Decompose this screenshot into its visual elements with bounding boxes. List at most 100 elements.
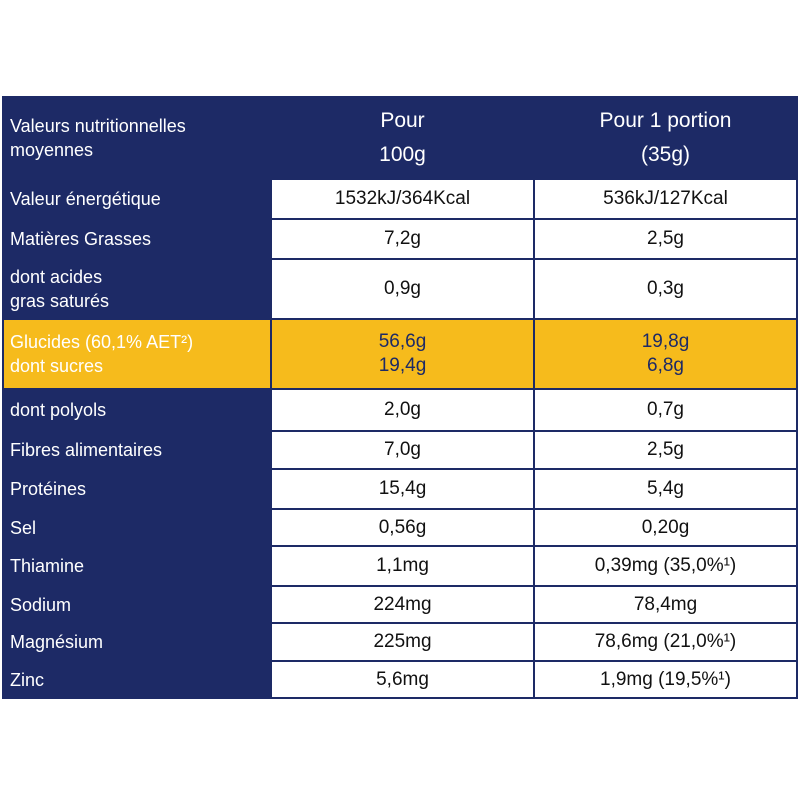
- row-label-cell: Sel: [2, 508, 272, 547]
- cell-text: 15,4g: [378, 478, 427, 499]
- table-row: Glucides (60,1% AET²) dont sucres 56,6g 19,…: [2, 318, 798, 390]
- table-row: dont acides gras saturés 0,9g 0,3g: [2, 258, 798, 320]
- cell-text: 5,4g: [647, 478, 684, 499]
- cell-text: 2,0g: [384, 399, 421, 420]
- value-cell: 0,7g: [533, 388, 798, 432]
- cell-text: 56,6g: [378, 331, 427, 352]
- cell-text: Thiamine: [10, 556, 85, 576]
- row-label-cell: Valeur énergétique: [2, 178, 272, 220]
- cell-text: dont sucres: [10, 356, 104, 376]
- cell-text: 6,8g: [647, 355, 684, 376]
- cell-text: 224mg: [373, 593, 432, 615]
- value-cell: 78,6mg (21,0%¹): [533, 622, 798, 662]
- cell-text: moyennes: [10, 140, 94, 160]
- table-row: Valeurs nutritionnelles moyennes Pour 100g P…: [2, 96, 798, 180]
- row-label-cell: Thiamine: [2, 545, 272, 587]
- table-row: Magnésium 225mg 78,6mg (21,0%¹): [2, 622, 798, 662]
- cell-text: dont acides: [10, 267, 103, 287]
- cell-text: (35g): [640, 143, 691, 166]
- cell-text: Sel: [10, 517, 37, 538]
- table-row: Protéines 15,4g 5,4g: [2, 468, 798, 510]
- cell-text: 0,9g: [384, 278, 421, 299]
- cell-text: Fibres alimentaires: [10, 440, 163, 460]
- row-label-cell: Matières Grasses: [2, 218, 272, 260]
- value-cell: 5,4g: [533, 468, 798, 510]
- nutrition-table-wrap: Valeurs nutritionnelles moyennes Pour 100g P…: [2, 96, 798, 699]
- cell-text: 2,5g: [647, 228, 684, 249]
- value-cell: 2,5g: [533, 218, 798, 260]
- cell-text: 19,8g: [641, 331, 690, 352]
- value-cell: 2,0g: [270, 388, 535, 432]
- cell-text: 0,39mg (35,0%¹): [594, 555, 737, 576]
- cell-text: Zinc: [10, 669, 45, 690]
- row-label-cell: Glucides (60,1% AET²) dont sucres: [2, 318, 272, 390]
- value-cell: 19,8g 6,8g: [533, 318, 798, 390]
- table-row: dont polyols 2,0g 0,7g: [2, 388, 798, 432]
- row-label-cell: Fibres alimentaires: [2, 430, 272, 470]
- cell-text: Pour 1 portion: [599, 109, 732, 132]
- cell-text: 0,56g: [378, 516, 427, 538]
- value-cell: 536kJ/127Kcal: [533, 178, 798, 220]
- value-cell: 0,3g: [533, 258, 798, 320]
- row-label-cell: Sodium: [2, 585, 272, 624]
- value-cell: 1532kJ/364Kcal: [270, 178, 535, 220]
- table-row: Thiamine 1,1mg 0,39mg (35,0%¹): [2, 545, 798, 587]
- value-cell: Pour 100g: [270, 96, 535, 180]
- cell-text: 2,5g: [647, 439, 684, 460]
- cell-text: 19,4g: [378, 355, 427, 376]
- cell-text: 7,0g: [384, 439, 421, 460]
- nutrition-table: Valeurs nutritionnelles moyennes Pour 100g P…: [2, 96, 798, 699]
- cell-text: Pour: [380, 109, 425, 132]
- value-cell: 7,0g: [270, 430, 535, 470]
- cell-text: Protéines: [10, 479, 87, 499]
- value-cell: 0,9g: [270, 258, 535, 320]
- cell-text: Valeur énergétique: [10, 189, 161, 209]
- table-row: Zinc 5,6mg 1,9mg (19,5%¹): [2, 660, 798, 699]
- value-cell: 224mg: [270, 585, 535, 624]
- cell-text: Glucides (60,1% AET²): [10, 332, 194, 352]
- value-cell: 7,2g: [270, 218, 535, 260]
- row-label-cell: dont acides gras saturés: [2, 258, 272, 320]
- row-label-cell: dont polyols: [2, 388, 272, 432]
- value-cell: Pour 1 portion (35g): [533, 96, 798, 180]
- value-cell: 2,5g: [533, 430, 798, 470]
- table-row: Valeur énergétique 1532kJ/364Kcal 536kJ/12…: [2, 178, 798, 220]
- table-body: Valeurs nutritionnelles moyennes Pour 100g P…: [2, 96, 798, 699]
- value-cell: 0,20g: [533, 508, 798, 547]
- value-cell: 1,9mg (19,5%¹): [533, 660, 798, 699]
- cell-text: 0,7g: [647, 399, 684, 420]
- cell-text: 225mg: [373, 631, 432, 652]
- row-label-cell: Magnésium: [2, 622, 272, 662]
- cell-text: 100g: [379, 143, 426, 166]
- cell-text: 1,9mg (19,5%¹): [600, 668, 731, 690]
- value-cell: 78,4mg: [533, 585, 798, 624]
- table-row: Sodium 224mg 78,4mg: [2, 585, 798, 624]
- cell-text: Matières Grasses: [10, 229, 152, 249]
- cell-text: dont polyols: [10, 400, 107, 420]
- table-row: Matières Grasses 7,2g 2,5g: [2, 218, 798, 260]
- value-cell: 5,6mg: [270, 660, 535, 699]
- cell-text: 7,2g: [384, 228, 421, 249]
- value-cell: 56,6g 19,4g: [270, 318, 535, 390]
- value-cell: 0,56g: [270, 508, 535, 547]
- cell-text: 78,4mg: [633, 593, 698, 615]
- value-cell: 225mg: [270, 622, 535, 662]
- cell-text: 536kJ/127Kcal: [603, 188, 728, 209]
- value-cell: 15,4g: [270, 468, 535, 510]
- cell-text: Valeurs nutritionnelles: [10, 116, 186, 136]
- cell-text: 0,20g: [641, 516, 690, 538]
- cell-text: gras saturés: [10, 291, 110, 311]
- value-cell: 0,39mg (35,0%¹): [533, 545, 798, 587]
- row-label-cell: Zinc: [2, 660, 272, 699]
- row-label-cell: Valeurs nutritionnelles moyennes: [2, 96, 272, 180]
- table-row: Sel 0,56g 0,20g: [2, 508, 798, 547]
- cell-text: 5,6mg: [376, 668, 429, 690]
- cell-text: Magnésium: [10, 632, 104, 652]
- value-cell: 1,1mg: [270, 545, 535, 587]
- cell-text: 78,6mg (21,0%¹): [594, 631, 737, 652]
- cell-text: 0,3g: [647, 278, 684, 299]
- cell-text: Sodium: [10, 594, 72, 615]
- row-label-cell: Protéines: [2, 468, 272, 510]
- table-row: Fibres alimentaires 7,0g 2,5g: [2, 430, 798, 470]
